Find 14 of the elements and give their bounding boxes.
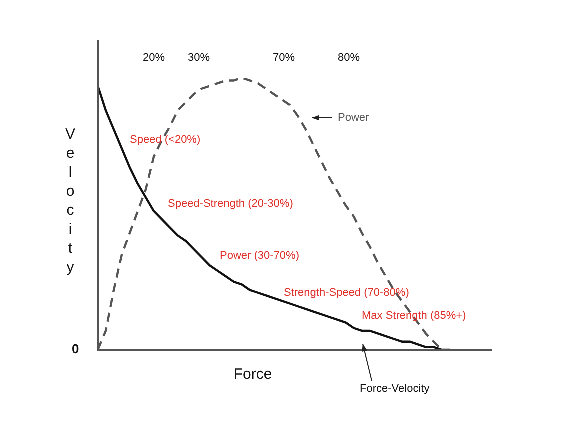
text: 20% (143, 52, 166, 64)
annotation: Max Strength (85%+) (362, 310, 466, 322)
annotation: Power (30-70%) (220, 250, 300, 262)
text: Power (338, 112, 370, 124)
text: 0 (72, 342, 80, 357)
text: 30% (188, 52, 210, 64)
x-axis-title: Force (234, 366, 272, 384)
annotation: Strength-Speed (70-80%) (284, 287, 410, 300)
text: 80% (338, 52, 360, 64)
annotation: Speed (<20%) (130, 134, 201, 146)
annotation: Speed-Strength (20-30%) (168, 198, 294, 210)
y-axis-title: Velocity (62, 126, 79, 278)
text: 70% (273, 52, 296, 64)
text: Force-Velocity (360, 383, 430, 396)
